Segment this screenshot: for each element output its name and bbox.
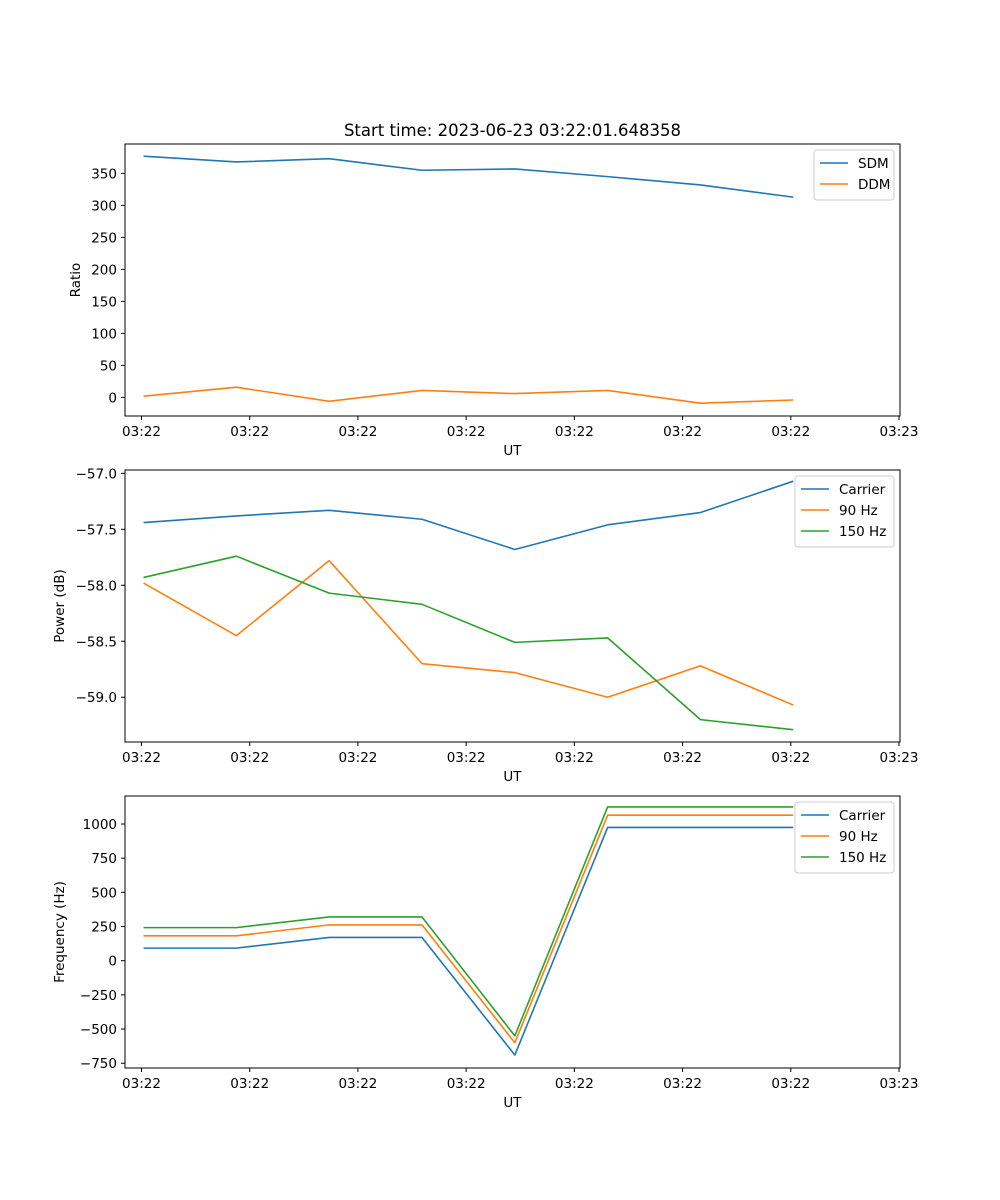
frequency-x-tick-label: 03:22 bbox=[122, 1076, 161, 1092]
frequency-x-tick-label: 03:22 bbox=[771, 1076, 810, 1092]
frequency-series-line-150-hz bbox=[143, 806, 794, 1037]
ratio-series-line-ddm bbox=[143, 386, 794, 405]
frequency-series-line-90-hz bbox=[143, 814, 794, 1044]
ratio-y-tick-label: 250 bbox=[91, 230, 117, 246]
ratio-x-axis-label: UT bbox=[503, 443, 522, 459]
ratio-x-tick-label: 03:22 bbox=[447, 424, 486, 440]
frequency-y-tick-label: 750 bbox=[91, 851, 117, 867]
power-series-line-150-hz bbox=[143, 555, 794, 731]
ratio-x-tick-label: 03:22 bbox=[663, 424, 702, 440]
ratio-axes-frame bbox=[124, 143, 901, 417]
power-x-axis-label: UT bbox=[503, 769, 522, 785]
frequency-x-tick-label: 03:22 bbox=[230, 1076, 269, 1092]
ratio-y-tick-label: 200 bbox=[91, 262, 117, 278]
ratio-y-axis-label: Ratio bbox=[68, 263, 84, 298]
frequency-y-tick-label: 0 bbox=[108, 954, 117, 970]
ratio-x-tick-label: 03:23 bbox=[880, 424, 919, 440]
ratio-x-tick-label: 03:22 bbox=[230, 424, 269, 440]
power-legend-entry: Carrier bbox=[839, 482, 886, 498]
ratio-x-tick-label: 03:22 bbox=[122, 424, 161, 440]
ratio-panel: 03:22 03:22 03:22 03:22 03:22 03:22 03:22 03:23… bbox=[68, 143, 919, 459]
frequency-y-tick-label: −750 bbox=[80, 1056, 117, 1072]
frequency-legend-entry: Carrier bbox=[839, 808, 886, 824]
power-legend bbox=[794, 475, 895, 548]
power-x-tick-label: 03:22 bbox=[338, 750, 377, 766]
chart-title: Start time: 2023-06-23 03:22:01.648358 bbox=[344, 121, 681, 140]
power-series-line-90-hz bbox=[143, 559, 794, 706]
frequency-y-tick-label: 1000 bbox=[83, 817, 117, 833]
power-x-tick-label: 03:22 bbox=[555, 750, 594, 766]
power-y-axis-label: Power (dB) bbox=[52, 569, 68, 642]
frequency-y-tick-label: −250 bbox=[80, 988, 117, 1004]
ratio-x-tick-label: 03:22 bbox=[338, 424, 377, 440]
ratio-series-line-sdm bbox=[143, 155, 794, 198]
frequency-series-line-carrier bbox=[143, 826, 794, 1056]
ratio-x-tick-label: 03:22 bbox=[771, 424, 810, 440]
frequency-y-axis-label: Frequency (Hz) bbox=[52, 881, 68, 983]
ratio-legend-entry: SDM bbox=[858, 156, 889, 172]
power-legend-entry: 150 Hz bbox=[839, 524, 886, 540]
power-axes-frame bbox=[124, 469, 901, 743]
ratio-legend-entry: DDM bbox=[858, 177, 890, 193]
power-legend-entry: 90 Hz bbox=[839, 503, 878, 519]
frequency-x-tick-label: 03:22 bbox=[663, 1076, 702, 1092]
power-x-tick-label: 03:22 bbox=[663, 750, 702, 766]
ratio-y-tick-label: 350 bbox=[91, 166, 117, 182]
power-y-tick-label: −59.0 bbox=[76, 690, 117, 706]
power-x-tick-label: 03:22 bbox=[771, 750, 810, 766]
frequency-x-tick-label: 03:22 bbox=[447, 1076, 486, 1092]
frequency-legend-entry: 150 Hz bbox=[839, 850, 886, 866]
frequency-x-tick-label: 03:22 bbox=[555, 1076, 594, 1092]
ratio-y-tick-label: 100 bbox=[91, 326, 117, 342]
power-y-tick-label: −58.5 bbox=[76, 634, 117, 650]
frequency-y-tick-label: 250 bbox=[91, 920, 117, 936]
frequency-axes-frame bbox=[124, 795, 901, 1069]
ratio-y-tick-label: 50 bbox=[100, 358, 117, 374]
frequency-legend-entry: 90 Hz bbox=[839, 829, 878, 845]
frequency-y-tick-label: −500 bbox=[80, 1022, 117, 1038]
ratio-y-tick-label: 0 bbox=[108, 390, 117, 406]
power-panel: 03:22 03:22 03:22 03:22 03:22 03:22 03:22 03:23… bbox=[52, 466, 918, 785]
frequency-legend bbox=[794, 801, 895, 874]
power-y-tick-label: −57.0 bbox=[76, 466, 117, 482]
power-x-tick-label: 03:22 bbox=[230, 750, 269, 766]
frequency-panel: 03:22 03:22 03:22 03:22 03:22 03:22 03:22 03:23… bbox=[52, 795, 919, 1111]
ratio-y-tick-label: 300 bbox=[91, 198, 117, 214]
frequency-x-tick-label: 03:23 bbox=[880, 1076, 919, 1092]
frequency-y-tick-label: 500 bbox=[91, 885, 117, 901]
power-x-tick-label: 03:22 bbox=[122, 750, 161, 766]
power-x-tick-label: 03:23 bbox=[880, 750, 919, 766]
frequency-x-axis-label: UT bbox=[503, 1095, 522, 1111]
frequency-x-tick-label: 03:22 bbox=[338, 1076, 377, 1092]
ratio-y-tick-label: 150 bbox=[91, 294, 117, 310]
power-series-line-carrier bbox=[143, 480, 794, 551]
power-y-tick-label: −57.5 bbox=[76, 522, 117, 538]
power-x-tick-label: 03:22 bbox=[447, 750, 486, 766]
power-y-tick-label: −58.0 bbox=[76, 578, 117, 594]
ratio-x-tick-label: 03:22 bbox=[555, 424, 594, 440]
